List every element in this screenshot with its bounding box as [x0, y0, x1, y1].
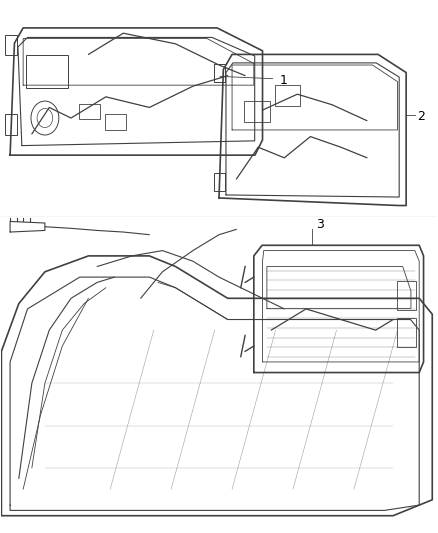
Text: 2: 2: [417, 110, 425, 123]
Text: 3: 3: [316, 217, 324, 231]
Text: 1: 1: [280, 74, 288, 87]
